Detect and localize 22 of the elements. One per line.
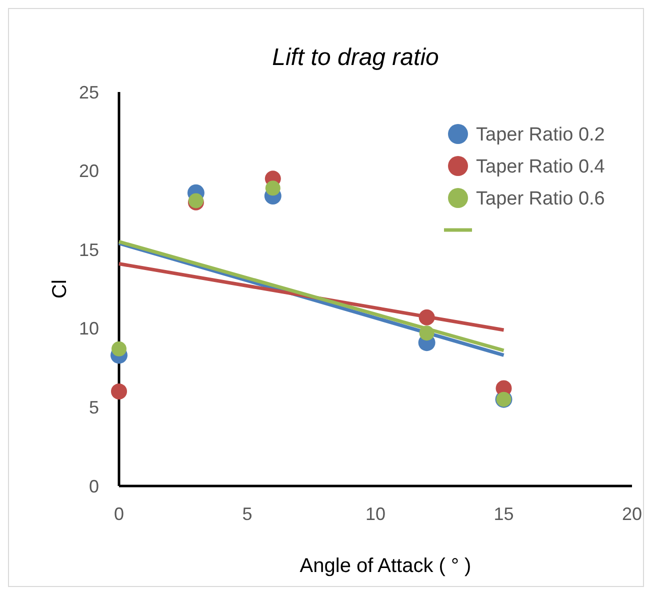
point <box>419 326 434 341</box>
chart-title: Lift to drag ratio <box>272 44 439 71</box>
y-tick-label: 0 <box>88 476 99 496</box>
point <box>112 341 126 356</box>
y-tick-label: 25 <box>78 82 99 102</box>
y-axis-title: Cl <box>49 280 71 298</box>
x-tick-label: 5 <box>242 504 252 524</box>
x-tick-label: 20 <box>622 504 642 524</box>
point <box>418 309 435 326</box>
point <box>111 383 127 400</box>
x-tick-label: 10 <box>365 504 386 524</box>
x-tick-label: 15 <box>494 504 514 524</box>
y-tick-label: 5 <box>88 398 99 418</box>
y-tick-label: 10 <box>78 318 99 339</box>
y-tick-label: 20 <box>78 161 99 182</box>
x-axis-title: Angle of Attack ( ° ) <box>300 555 472 577</box>
legend-label: Taper Ratio 0.6 <box>476 188 605 210</box>
legend-label: Taper Ratio 0.4 <box>476 156 606 178</box>
point <box>265 180 280 196</box>
legend-label: Taper Ratio 0.2 <box>476 124 605 146</box>
x-tick-label: 0 <box>114 504 124 524</box>
y-tick-label: 15 <box>78 240 99 260</box>
